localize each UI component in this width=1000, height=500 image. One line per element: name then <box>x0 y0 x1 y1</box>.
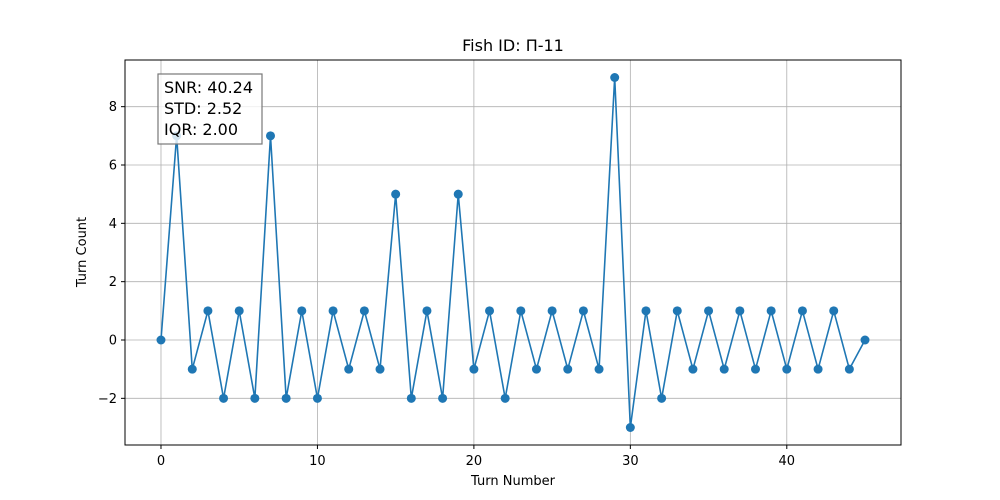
data-point <box>406 393 416 403</box>
data-point <box>594 364 604 374</box>
data-point <box>187 364 197 374</box>
y-tick-label: 0 <box>109 334 117 349</box>
data-point <box>453 189 463 199</box>
y-tick-label: 2 <box>109 275 117 290</box>
x-tick-label: 0 <box>157 454 165 469</box>
x-tick-label: 30 <box>622 454 639 469</box>
y-tick-label: −2 <box>98 392 117 407</box>
data-point <box>829 306 839 316</box>
data-point <box>266 131 275 141</box>
data-point <box>344 364 354 374</box>
data-point <box>156 335 166 345</box>
data-point <box>797 306 807 316</box>
data-point <box>563 364 573 374</box>
stats-box-frame <box>157 73 263 145</box>
data-point <box>485 306 495 316</box>
x-tick-label: 40 <box>779 454 796 469</box>
plot-frame <box>124 59 902 446</box>
data-point <box>422 306 432 316</box>
stats-std: STD: 2.52 <box>164 99 242 118</box>
stats-iqr: IQR: 2.00 <box>164 120 238 139</box>
data-point <box>391 189 401 199</box>
chart-title: Fish ID: П-11 <box>462 36 564 55</box>
data-point <box>844 364 854 374</box>
data-point <box>688 364 698 374</box>
data-point <box>312 393 322 403</box>
data-point <box>219 393 229 403</box>
data-point <box>625 423 635 432</box>
data-point <box>610 73 620 82</box>
data-point <box>203 306 213 316</box>
data-point <box>672 306 682 316</box>
data-point <box>281 393 291 403</box>
data-point <box>813 364 823 374</box>
data-point <box>328 306 338 316</box>
data-point <box>766 306 776 316</box>
data-point <box>375 364 385 374</box>
x-tick-label: 20 <box>466 454 483 469</box>
x-axis-label: Turn Number <box>470 474 556 489</box>
data-point <box>516 306 526 316</box>
data-point <box>297 306 307 316</box>
data-point <box>735 306 745 316</box>
data-point <box>860 335 870 345</box>
data-point <box>751 364 760 374</box>
data-point <box>469 364 479 374</box>
data-point <box>250 393 260 403</box>
data-series <box>156 73 870 432</box>
data-point <box>531 364 541 374</box>
y-tick-label: 6 <box>109 159 117 174</box>
data-point <box>500 393 510 403</box>
data-point <box>578 306 588 316</box>
data-point <box>657 393 667 403</box>
series-line <box>160 76 866 429</box>
data-point <box>719 364 729 374</box>
data-point <box>641 306 651 316</box>
data-point <box>782 364 792 374</box>
y-axis-label: Turn Count <box>75 217 90 288</box>
x-tick-label: 10 <box>309 454 326 469</box>
y-tick-label: 4 <box>109 217 117 232</box>
data-point <box>704 306 714 316</box>
y-tick-label: 8 <box>109 100 117 115</box>
data-point <box>438 393 448 403</box>
data-point <box>547 306 557 316</box>
data-point <box>234 306 244 316</box>
stats-snr: SNR: 40.24 <box>164 78 253 97</box>
axis-ticks: 0 10 20 30 40 −2 0 2 4 6 8 <box>98 100 795 469</box>
data-point <box>359 306 369 316</box>
stats-annotation: SNR: 40.24 STD: 2.52 IQR: 2.00 <box>157 73 263 145</box>
